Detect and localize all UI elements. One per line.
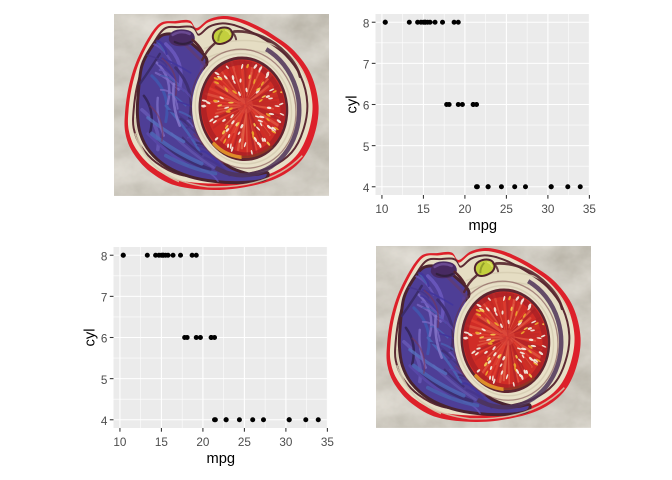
svg-text:7: 7 xyxy=(101,292,108,305)
svg-text:20: 20 xyxy=(196,436,210,449)
svg-text:5: 5 xyxy=(101,374,108,387)
svg-text:25: 25 xyxy=(238,436,252,449)
svg-text:5: 5 xyxy=(363,141,370,154)
svg-text:6: 6 xyxy=(363,100,370,113)
svg-text:cyl: cyl xyxy=(82,329,98,347)
svg-text:15: 15 xyxy=(417,203,431,216)
svg-text:8: 8 xyxy=(101,250,108,263)
svg-text:6: 6 xyxy=(101,333,108,346)
svg-text:10: 10 xyxy=(113,436,127,449)
svg-text:4: 4 xyxy=(363,182,370,195)
svg-text:15: 15 xyxy=(155,436,169,449)
svg-text:25: 25 xyxy=(500,203,514,216)
svg-text:mpg: mpg xyxy=(207,451,236,467)
svg-text:cyl: cyl xyxy=(344,96,360,114)
svg-text:20: 20 xyxy=(458,203,472,216)
svg-text:30: 30 xyxy=(541,203,555,216)
svg-text:8: 8 xyxy=(363,17,370,30)
svg-text:10: 10 xyxy=(375,203,389,216)
svg-text:35: 35 xyxy=(583,203,597,216)
svg-text:mpg: mpg xyxy=(469,218,498,234)
svg-text:30: 30 xyxy=(279,436,293,449)
svg-text:35: 35 xyxy=(321,436,335,449)
svg-text:4: 4 xyxy=(101,415,108,428)
svg-text:7: 7 xyxy=(363,59,370,72)
